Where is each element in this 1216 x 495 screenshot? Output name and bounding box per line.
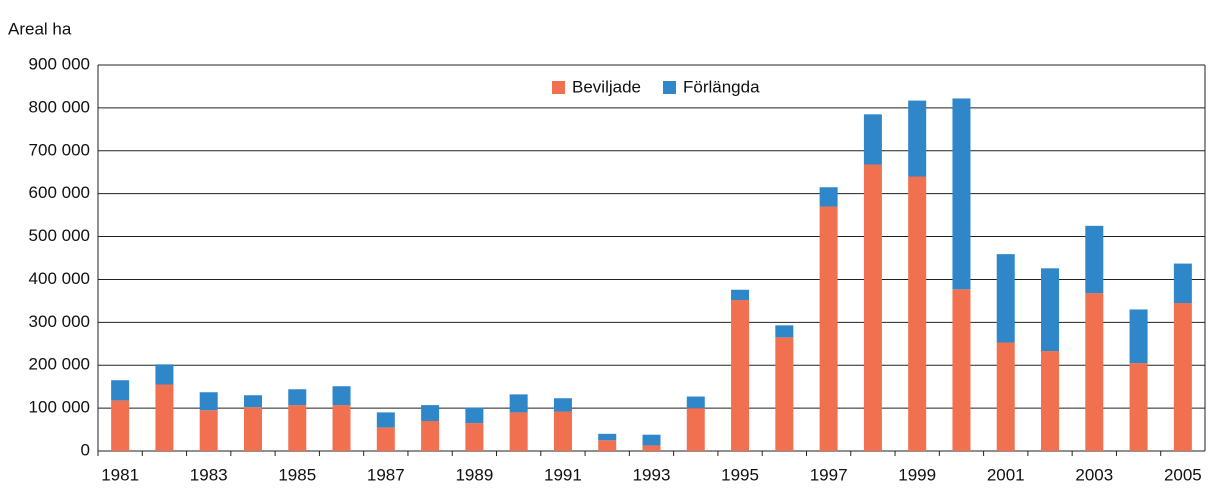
y-tick-label: 0 [81,440,90,459]
bar-segment [908,100,927,177]
bar-segment [332,386,351,406]
bar-segment [1173,263,1192,304]
bar-segment [1129,363,1148,451]
y-tick-label: 600 000 [29,183,90,202]
bar-segment [509,412,528,451]
bar-segment [421,420,440,451]
x-tick-label: 1981 [101,465,139,484]
x-tick-label: 1987 [367,465,405,484]
bar-segment [243,407,262,451]
bar-segment [863,114,882,165]
x-tick-label: 2005 [1164,465,1202,484]
bar-segment [332,405,351,451]
bar-segment [155,364,174,385]
bar-segment [1129,309,1148,364]
bar-segment [819,187,838,207]
bar-segment [952,98,971,290]
y-tick-label: 900 000 [29,54,90,73]
bar-segment [731,289,750,301]
bar-segment [288,389,307,406]
y-tick-label: 300 000 [29,312,90,331]
bar-segment [465,423,484,451]
bar-segment [819,206,838,451]
bar-segment [686,408,705,451]
bar-segment [731,300,750,451]
y-tick-label: 500 000 [29,226,90,245]
bar-segment [1085,225,1104,294]
bar-segment [1041,351,1060,451]
bar-segment [598,433,617,441]
bar-segment [642,445,661,451]
bar-segment [421,405,440,421]
bar-segment [908,176,927,451]
legend-swatch [552,81,565,94]
x-tick-label: 1989 [455,465,493,484]
bar-segment [996,342,1015,451]
bar-segment [1085,293,1104,451]
y-tick-label: 400 000 [29,269,90,288]
x-tick-label: 1985 [278,465,316,484]
bar-segment [996,254,1015,343]
bar-segment [376,412,395,428]
bar-segment [243,395,262,408]
x-tick-label: 1993 [633,465,671,484]
x-tick-label: 1983 [190,465,228,484]
bar-segment [775,337,794,451]
bar-segment [288,405,307,451]
bar-segment [863,164,882,451]
bar-segment [111,380,130,401]
bar-segment [598,440,617,451]
y-tick-label: 100 000 [29,398,90,417]
bar-segment [1041,268,1060,352]
bar-segment [155,384,174,451]
bar-segment [1173,303,1192,451]
x-tick-label: 1997 [810,465,848,484]
x-tick-label: 1995 [721,465,759,484]
bar-segment [686,396,705,409]
bar-segment [553,398,572,412]
bar-segment [199,410,218,451]
x-tick-label: 1999 [898,465,936,484]
x-tick-label: 2003 [1075,465,1113,484]
bar-segment [509,394,528,413]
bar-segment [199,392,218,411]
legend-label: Beviljade [572,77,641,96]
bar-segment [642,434,661,446]
y-tick-label: 200 000 [29,355,90,374]
bar-segment [775,325,794,338]
y-axis-title: Areal ha [8,19,72,38]
legend-label: Förlängda [683,77,760,96]
x-tick-label: 2001 [987,465,1025,484]
bar-segment [111,400,130,451]
x-tick-label: 1991 [544,465,582,484]
bar-segment [376,427,395,451]
y-tick-label: 700 000 [29,140,90,159]
y-tick-label: 800 000 [29,97,90,116]
bar-segment [553,411,572,451]
bar-segment [952,289,971,451]
bar-segment [465,407,484,424]
legend-swatch [663,81,676,94]
